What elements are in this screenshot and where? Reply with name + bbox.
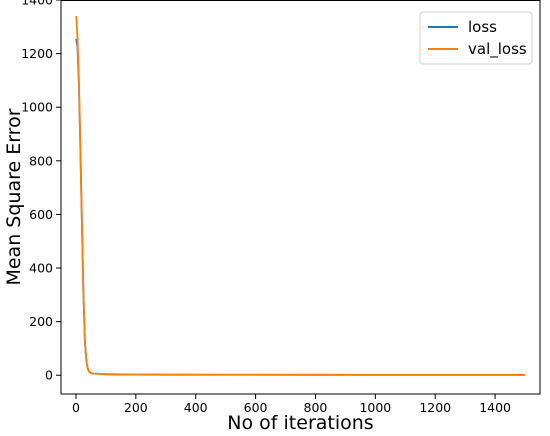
series-line-loss xyxy=(75,38,526,376)
x-tick-label: 400 xyxy=(184,400,208,415)
y-tick-label: 200 xyxy=(29,314,53,329)
x-tick-label: 1000 xyxy=(359,400,391,415)
x-tick-label: 800 xyxy=(304,400,328,415)
y-tick-label: 1200 xyxy=(21,46,53,61)
x-tick-label: 600 xyxy=(244,400,268,415)
y-tick-label: 0 xyxy=(45,368,53,383)
legend-label-loss: loss xyxy=(468,18,497,36)
legend-label-val-loss: val_loss xyxy=(468,40,527,59)
x-tick-label: 1200 xyxy=(419,400,451,415)
x-tick-label: 1400 xyxy=(479,400,511,415)
series-line-val-loss xyxy=(75,16,526,376)
x-tick-label: 200 xyxy=(124,400,148,415)
y-tick-label: 800 xyxy=(29,153,53,168)
y-tick-label: 600 xyxy=(29,207,53,222)
y-tick-label: 400 xyxy=(29,261,53,276)
legend-box xyxy=(419,11,533,65)
series-lines xyxy=(75,16,526,376)
legend: loss val_loss xyxy=(419,11,533,65)
y-tick-label: 1000 xyxy=(21,100,53,115)
axis-ticks: 0 200 400 600 800 1000 1200 1400 0 200 400 600 800 10… xyxy=(21,0,511,415)
plot-frame xyxy=(60,0,541,395)
y-axis-title: Mean Square Error xyxy=(3,108,25,285)
x-axis-title: No of iterations xyxy=(227,412,373,434)
x-tick-label: 0 xyxy=(72,400,80,415)
y-tick-label: 1400 xyxy=(21,0,53,8)
